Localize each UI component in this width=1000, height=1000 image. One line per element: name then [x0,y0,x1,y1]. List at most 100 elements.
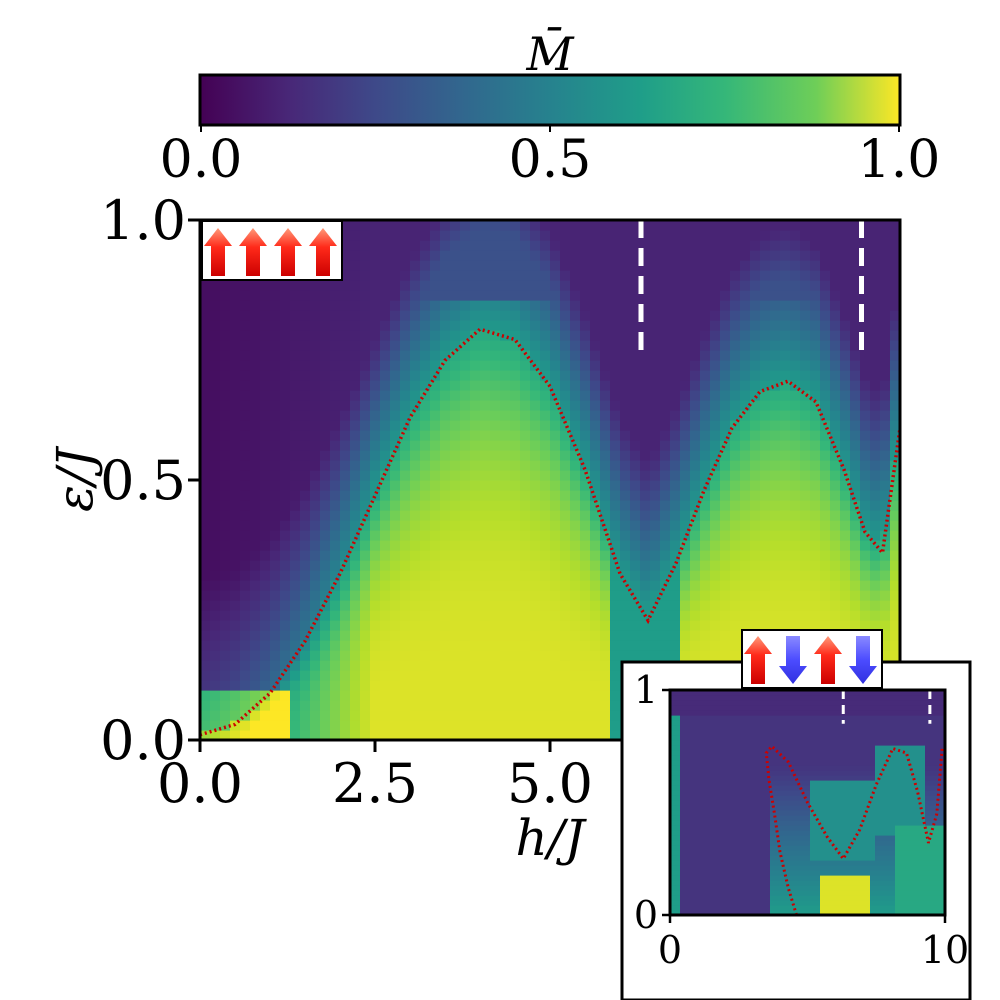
heatmap-cell [510,310,521,321]
heatmap-cell [730,700,736,706]
heatmap-cell [830,580,841,591]
heatmap-cell [680,770,686,776]
heatmap-cell [780,330,791,341]
heatmap-cell [770,290,781,301]
heatmap-cell [590,300,601,311]
heatmap-cell [680,550,691,561]
heatmap-cell [870,510,881,521]
heatmap-cell [720,780,726,786]
heatmap-cell [540,680,551,691]
heatmap-cell [740,905,746,911]
heatmap-cell [220,440,231,451]
heatmap-cell [520,660,531,671]
heatmap-cell [230,690,241,701]
heatmap-cell [690,855,696,861]
heatmap-cell [685,745,691,751]
heatmap-cell [530,430,541,441]
heatmap-cell [330,530,341,541]
heatmap-cell [270,450,281,461]
heatmap-cell [320,640,331,651]
heatmap-cell [600,310,611,321]
heatmap-cell [490,230,501,241]
heatmap-cell [610,520,621,531]
heatmap-cell [360,410,371,421]
heatmap-cell [460,670,471,681]
heatmap-cell [770,580,781,591]
heatmap-cell [890,650,900,661]
heatmap-cell [800,620,811,631]
heatmap-cell [610,530,621,541]
heatmap-cell [290,300,301,311]
heatmap-cell [200,510,211,521]
heatmap-cell [250,350,261,361]
heatmap-cell [730,730,736,736]
heatmap-cell [410,630,421,641]
heatmap-cell [530,530,541,541]
heatmap-cell [430,380,441,391]
heatmap-cell [520,570,531,581]
heatmap-cell [770,500,781,511]
heatmap-cell [740,820,746,826]
heatmap-cell [460,620,471,631]
heatmap-cell [805,775,811,781]
heatmap-cell [580,320,591,331]
heatmap-cell [735,720,741,726]
heatmap-cell [290,630,301,641]
heatmap-cell [720,450,731,461]
heatmap-cell [590,690,601,701]
heatmap-cell [590,560,601,571]
heatmap-cell [730,755,736,761]
heatmap-cell [650,340,661,351]
heatmap-cell [720,725,726,731]
heatmap-cell [725,780,731,786]
heatmap-cell [360,570,371,581]
heatmap-cell [520,350,531,361]
heatmap-cell [370,530,381,541]
heatmap-cell [480,660,491,671]
heatmap-cell [670,620,681,631]
heatmap-cell [580,590,591,601]
heatmap-cell [430,590,441,601]
heatmap-cell [400,220,411,231]
heatmap-cell [710,530,721,541]
heatmap-cell [220,500,231,511]
heatmap-cell [590,570,601,581]
heatmap-cell [790,390,801,401]
heatmap-cell [210,710,221,721]
heatmap-cell [810,755,816,761]
heatmap-cell [470,280,481,291]
heatmap-cell [480,330,491,341]
heatmap-cell [640,550,651,561]
heatmap-cell [745,815,751,821]
heatmap-cell [310,570,321,581]
heatmap-cell [420,430,431,441]
heatmap-cell [755,725,761,731]
heatmap-cell [440,600,451,611]
heatmap-cell [610,290,621,301]
heatmap-cell [700,250,711,261]
heatmap-cell [805,760,811,766]
heatmap-cell [560,240,571,251]
heatmap-cell [660,470,671,481]
heatmap-cell [560,540,571,551]
heatmap-cell [765,865,771,871]
heatmap-cell [725,875,731,881]
heatmap-cell [840,510,851,521]
heatmap-cell [500,350,511,361]
heatmap-cell [270,340,281,351]
heatmap-cell [320,560,331,571]
heatmap-cell [880,580,891,591]
heatmap-cell [805,710,811,716]
heatmap-cell [650,410,661,421]
heatmap-cell [690,690,696,696]
heatmap-cell [600,640,611,651]
heatmap-cell [770,420,781,431]
heatmap-cell [775,810,781,816]
heatmap-cell [420,250,431,261]
heatmap-cell [230,390,241,401]
heatmap-cell [620,270,631,281]
y-tick-label: 0.0 [100,709,186,772]
heatmap-cell [430,250,441,261]
heatmap-cell [250,560,261,571]
heatmap-cell [680,800,686,806]
